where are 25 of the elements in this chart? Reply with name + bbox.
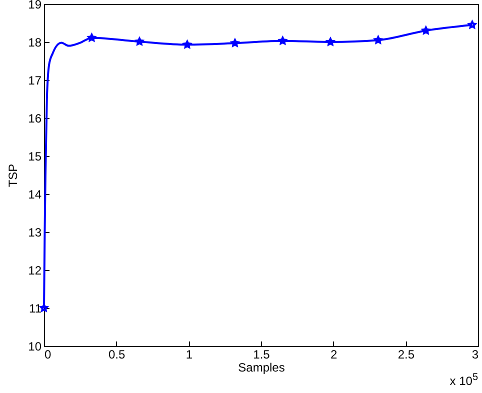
x-tick-label: 0.5	[108, 348, 126, 362]
y-tick-label: 15	[28, 150, 42, 164]
x-tick-label: 0	[44, 348, 52, 362]
point	[230, 38, 239, 47]
y-tick-label: 11	[29, 302, 42, 316]
y-tick-label: 12	[28, 264, 42, 278]
y-tick-label: 16	[28, 112, 42, 126]
x-tick-label: 1	[186, 348, 193, 362]
point	[468, 20, 476, 28]
point	[422, 26, 430, 34]
y-tick-label: 19	[28, 0, 42, 12]
y-tick-label: 13	[28, 226, 42, 240]
y-tick-label: 17	[28, 74, 42, 88]
x-tick-label: 2	[330, 348, 338, 362]
x-tick-label: 3	[472, 348, 479, 362]
point	[374, 36, 382, 44]
point	[326, 38, 334, 46]
text: x 10$^{5}$	[450, 372, 478, 388]
y-axis-title: TSP	[6, 164, 20, 188]
x-axis-title: Samples	[238, 360, 285, 374]
y-tick-label: 10	[28, 340, 42, 354]
x-tick-label: 1.5	[253, 348, 270, 362]
y-tick-label: 18	[28, 36, 42, 50]
x-tick-label: 2.5	[398, 348, 415, 362]
y-tick-label: 14	[28, 188, 42, 202]
